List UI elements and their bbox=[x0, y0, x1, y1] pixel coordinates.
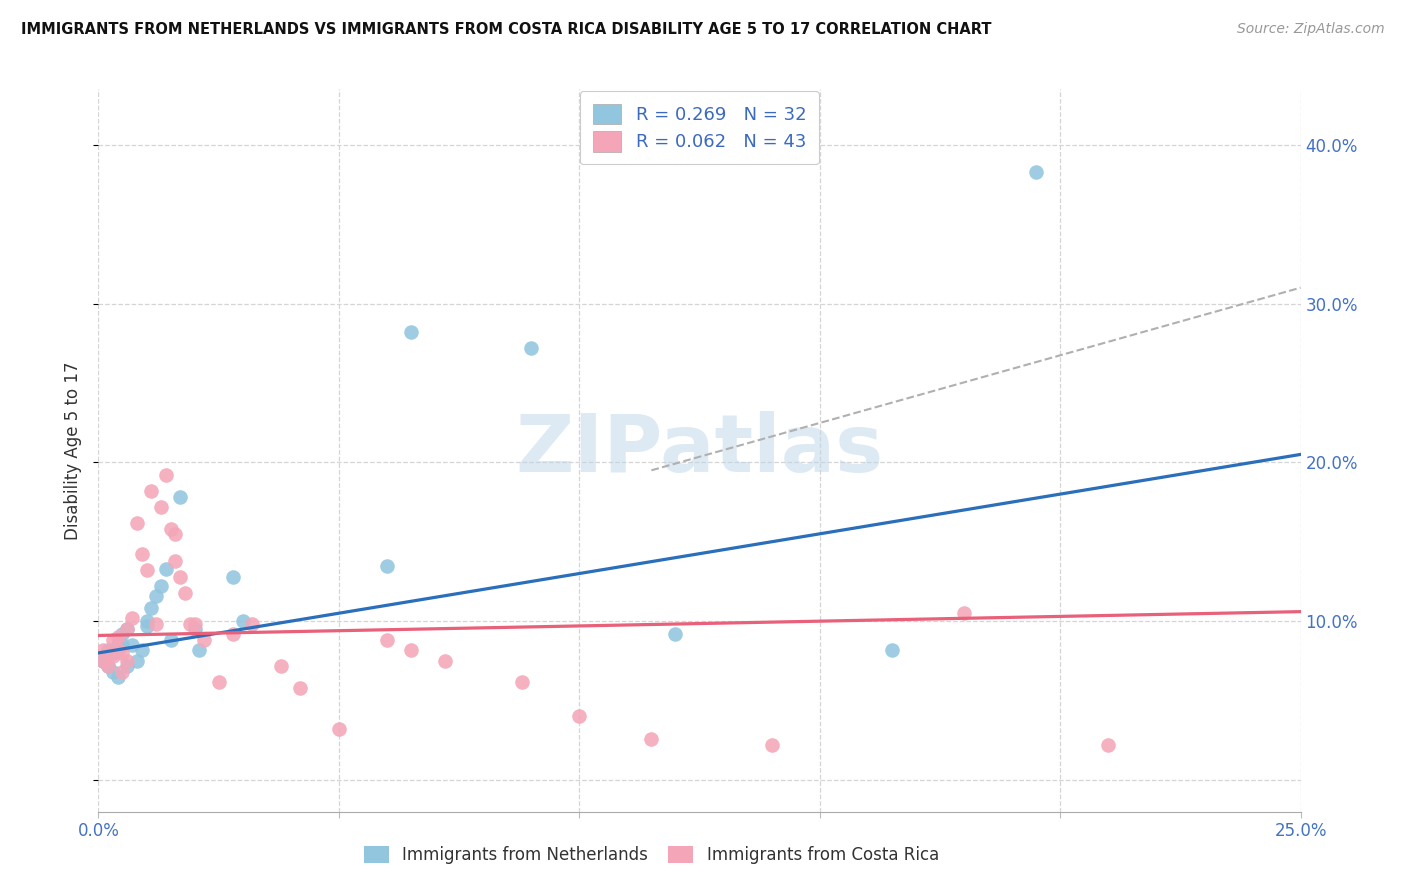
Point bbox=[159, 522, 181, 536]
Point bbox=[117, 622, 139, 636]
Point bbox=[107, 638, 129, 652]
Point bbox=[135, 619, 157, 633]
Point bbox=[97, 658, 120, 673]
Point bbox=[208, 674, 231, 689]
Point bbox=[117, 622, 139, 636]
Point bbox=[107, 642, 129, 657]
Point bbox=[165, 554, 187, 568]
Point bbox=[664, 627, 686, 641]
Point bbox=[240, 617, 263, 632]
Point bbox=[290, 681, 312, 695]
Point bbox=[174, 585, 197, 599]
Point bbox=[270, 658, 292, 673]
Point bbox=[111, 627, 134, 641]
Point bbox=[1097, 738, 1119, 752]
Point bbox=[145, 617, 167, 632]
Point bbox=[149, 579, 172, 593]
Point bbox=[510, 674, 533, 689]
Point bbox=[117, 654, 139, 668]
Point bbox=[145, 589, 167, 603]
Point bbox=[91, 654, 114, 668]
Point bbox=[169, 491, 191, 505]
Point bbox=[165, 526, 187, 541]
Point bbox=[399, 325, 422, 339]
Point bbox=[107, 630, 129, 644]
Point bbox=[399, 642, 422, 657]
Point bbox=[111, 638, 134, 652]
Point bbox=[97, 646, 120, 660]
Point bbox=[101, 649, 124, 664]
Y-axis label: Disability Age 5 to 17: Disability Age 5 to 17 bbox=[65, 361, 83, 540]
Legend: Immigrants from Netherlands, Immigrants from Costa Rica: Immigrants from Netherlands, Immigrants … bbox=[356, 838, 948, 872]
Point bbox=[222, 627, 245, 641]
Point bbox=[183, 617, 205, 632]
Point bbox=[1025, 165, 1047, 179]
Point bbox=[640, 731, 662, 746]
Point bbox=[188, 642, 211, 657]
Point bbox=[193, 633, 215, 648]
Point bbox=[232, 614, 254, 628]
Point bbox=[375, 633, 398, 648]
Point bbox=[222, 570, 245, 584]
Point bbox=[149, 500, 172, 514]
Point bbox=[183, 622, 205, 636]
Point bbox=[121, 611, 143, 625]
Point bbox=[101, 633, 124, 648]
Point bbox=[97, 658, 120, 673]
Point bbox=[97, 642, 120, 657]
Point bbox=[141, 483, 163, 498]
Point bbox=[101, 646, 124, 660]
Text: Source: ZipAtlas.com: Source: ZipAtlas.com bbox=[1237, 22, 1385, 37]
Point bbox=[159, 633, 181, 648]
Point bbox=[433, 654, 456, 668]
Point bbox=[375, 558, 398, 573]
Point bbox=[131, 642, 153, 657]
Point bbox=[101, 665, 124, 679]
Point bbox=[135, 614, 157, 628]
Point bbox=[761, 738, 783, 752]
Point bbox=[111, 665, 134, 679]
Point bbox=[121, 638, 143, 652]
Point bbox=[107, 670, 129, 684]
Point bbox=[91, 642, 114, 657]
Point bbox=[155, 562, 177, 576]
Point bbox=[179, 617, 201, 632]
Point bbox=[328, 722, 350, 736]
Point bbox=[520, 341, 543, 355]
Text: ZIPatlas: ZIPatlas bbox=[516, 411, 883, 490]
Point bbox=[953, 606, 976, 620]
Point bbox=[125, 516, 148, 530]
Point bbox=[155, 468, 177, 483]
Point bbox=[125, 654, 148, 668]
Point bbox=[880, 642, 903, 657]
Point bbox=[141, 601, 163, 615]
Point bbox=[91, 654, 114, 668]
Point bbox=[111, 646, 134, 660]
Point bbox=[169, 570, 191, 584]
Text: IMMIGRANTS FROM NETHERLANDS VS IMMIGRANTS FROM COSTA RICA DISABILITY AGE 5 TO 17: IMMIGRANTS FROM NETHERLANDS VS IMMIGRANT… bbox=[21, 22, 991, 37]
Point bbox=[135, 563, 157, 577]
Point bbox=[117, 658, 139, 673]
Point bbox=[568, 709, 591, 723]
Point bbox=[131, 548, 153, 562]
